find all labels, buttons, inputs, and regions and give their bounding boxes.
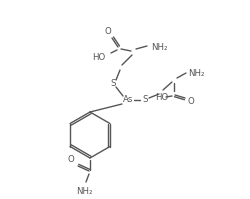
- Text: NH₂: NH₂: [76, 186, 92, 195]
- Text: HO: HO: [92, 54, 106, 62]
- Text: As: As: [123, 96, 133, 104]
- Text: NH₂: NH₂: [151, 44, 168, 53]
- Text: NH₂: NH₂: [188, 69, 204, 78]
- Text: O: O: [104, 27, 112, 36]
- Text: O: O: [68, 155, 74, 165]
- Text: S: S: [142, 96, 148, 104]
- Text: S: S: [110, 78, 116, 88]
- Text: O: O: [188, 97, 194, 105]
- Text: HO: HO: [156, 94, 168, 102]
